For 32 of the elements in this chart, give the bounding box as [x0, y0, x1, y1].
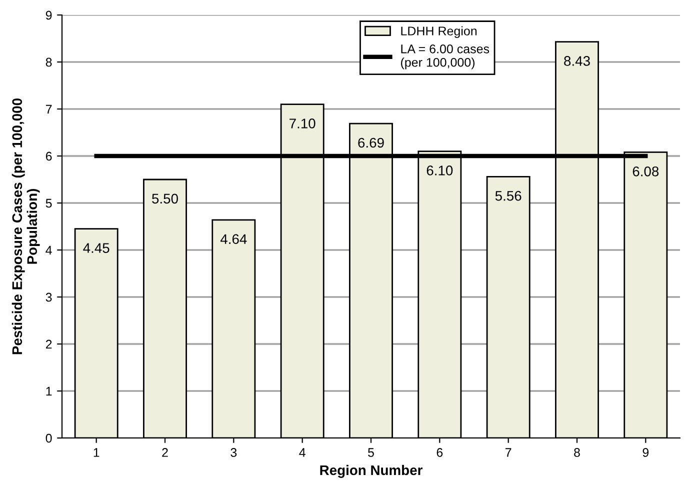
- x-tick-label: 3: [230, 448, 237, 457]
- y-tick-label: 6: [46, 152, 52, 161]
- y-tick-label: 8: [46, 58, 52, 67]
- y-tick-label: 2: [46, 340, 52, 349]
- legend-label: LDHH Region: [401, 26, 477, 38]
- y-tick-label: 0: [46, 434, 52, 443]
- y-tick-label: 5: [46, 198, 52, 208]
- data-label: 5.50: [152, 194, 178, 204]
- data-label: 4.45: [83, 243, 110, 253]
- data-label: 6.69: [358, 138, 384, 148]
- x-tick-label: 6: [436, 448, 443, 457]
- x-axis-title: Region Number: [320, 464, 422, 478]
- data-label: 6.10: [426, 166, 453, 176]
- x-tick-label: 5: [368, 448, 374, 457]
- y-tick-label: 1: [46, 386, 52, 396]
- x-tick-label: 4: [299, 448, 306, 457]
- x-tick-label: 2: [162, 448, 168, 457]
- data-label: 5.56: [495, 190, 522, 201]
- x-tick-label: 9: [642, 448, 649, 457]
- data-label: 6.08: [632, 166, 659, 176]
- y-tick-label: 9: [46, 10, 52, 20]
- data-label: 4.64: [220, 234, 247, 244]
- y-tick-label: 3: [46, 292, 52, 302]
- x-tick-label: 8: [574, 448, 580, 457]
- legend-label: LA = 6.00 cases (per 100,000): [401, 44, 490, 70]
- x-tick-label: 1: [94, 448, 100, 457]
- data-label: 8.43: [564, 56, 590, 66]
- x-tick-label: 7: [506, 448, 512, 457]
- y-tick-label: 7: [46, 104, 52, 114]
- data-label: 7.10: [290, 118, 316, 128]
- y-tick-label: 4: [46, 246, 52, 255]
- y-axis-title: Pesticide Exposure Cases (per 100,000 Population): [12, 98, 40, 354]
